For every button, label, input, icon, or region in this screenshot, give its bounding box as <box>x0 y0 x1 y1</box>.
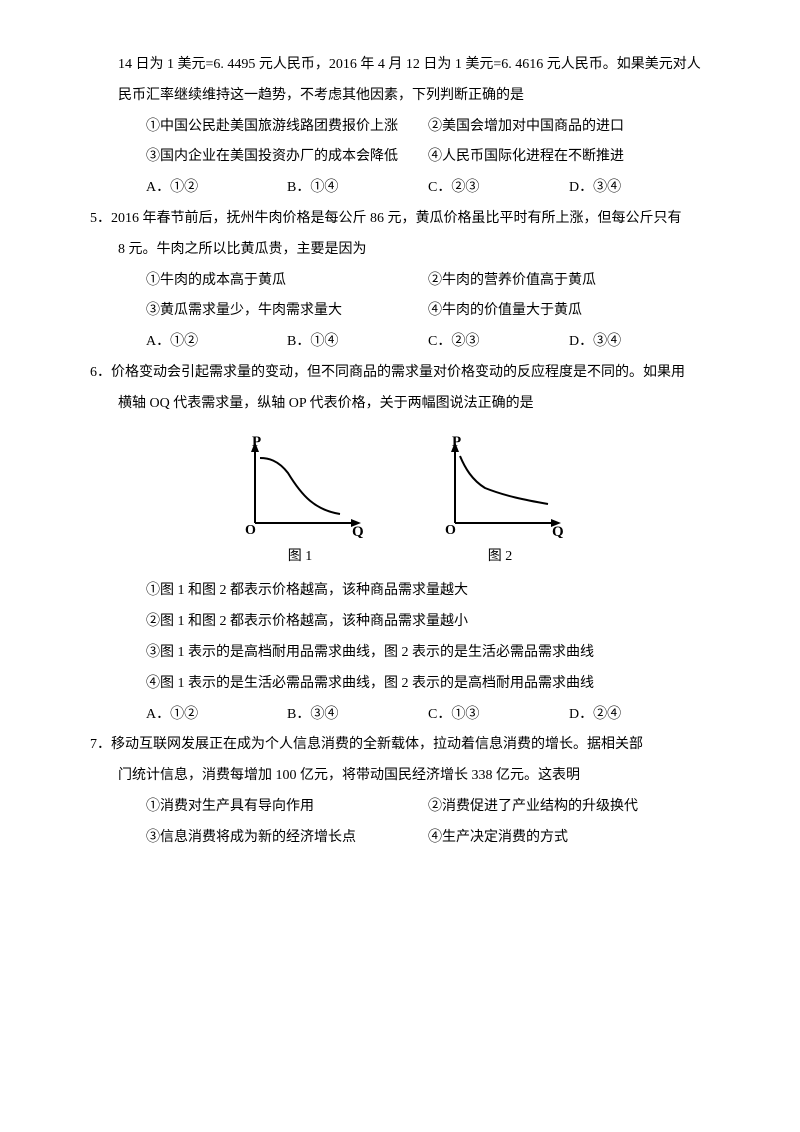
q5-stmt3: ③黄瓜需求量少，牛肉需求量大 <box>146 296 428 327</box>
q4-stmt2: ②美国会增加对中国商品的进口 <box>428 112 710 143</box>
q6-charts: P O Q 图 1 P O Q 图 2 <box>90 428 710 573</box>
chart1-label-o: O <box>245 523 256 538</box>
q6-stmt3: ③图 1 表示的是高档耐用品需求曲线，图 2 表示的是生活必需品需求曲线 <box>90 638 710 669</box>
q6-opt-c: C．①③ <box>428 700 569 731</box>
q7-stmt4: ④生产决定消费的方式 <box>428 823 710 854</box>
q5-opt-b: B．①④ <box>287 327 428 358</box>
q7-line2: 门统计信息，消费每增加 100 亿元，将带动国民经济增长 338 亿元。这表明 <box>90 761 710 792</box>
q5-line2: 8 元。牛肉之所以比黄瓜贵，主要是因为 <box>90 235 710 266</box>
q4-statements-row1: ①中国公民赴美国旅游线路团费报价上涨 ②美国会增加对中国商品的进口 <box>90 112 710 143</box>
q5-statements-row2: ③黄瓜需求量少，牛肉需求量大 ④牛肉的价值量大于黄瓜 <box>90 296 710 327</box>
q7-stmt3: ③信息消费将成为新的经济增长点 <box>146 823 428 854</box>
q6-opt-a: A．①② <box>146 700 287 731</box>
q7-stmt1: ①消费对生产具有导向作用 <box>146 792 428 823</box>
q5-stmt4: ④牛肉的价值量大于黄瓜 <box>428 296 710 327</box>
q4-stmt3: ③国内企业在美国投资办厂的成本会降低 <box>146 142 428 173</box>
q6-opt-d: D．②④ <box>569 700 710 731</box>
q5-opt-c: C．②③ <box>428 327 569 358</box>
q4-line1: 14 日为 1 美元=6. 4495 元人民币，2016 年 4 月 12 日为… <box>90 50 710 81</box>
q6-options: A．①② B．③④ C．①③ D．②④ <box>90 700 710 731</box>
q4-opt-d: D．③④ <box>569 173 710 204</box>
q6-chart2-caption: 图 2 <box>430 542 570 573</box>
q6-chart1-block: P O Q 图 1 <box>230 428 370 573</box>
q5-options: A．①② B．①④ C．②③ D．③④ <box>90 327 710 358</box>
q6-opt-b: B．③④ <box>287 700 428 731</box>
q6-line2: 横轴 OQ 代表需求量，纵轴 OP 代表价格，关于两幅图说法正确的是 <box>90 389 710 420</box>
q4-opt-a: A．①② <box>146 173 287 204</box>
chart1-label-q: Q <box>352 524 364 538</box>
q7-line1: 7．移动互联网发展正在成为个人信息消费的全新载体，拉动着信息消费的增长。据相关部 <box>90 730 710 761</box>
q7-number: 7． <box>90 737 111 752</box>
q7-stmt2: ②消费促进了产业结构的升级换代 <box>428 792 710 823</box>
q6-chart2: P O Q <box>430 428 570 538</box>
q5-text1: 2016 年春节前后，抚州牛肉价格是每公斤 86 元，黄瓜价格虽比平时有所上涨，… <box>111 211 682 226</box>
q7-statements-row2: ③信息消费将成为新的经济增长点 ④生产决定消费的方式 <box>90 823 710 854</box>
q6-stmt4: ④图 1 表示的是生活必需品需求曲线，图 2 表示的是高档耐用品需求曲线 <box>90 669 710 700</box>
q7-text1: 移动互联网发展正在成为个人信息消费的全新载体，拉动着信息消费的增长。据相关部 <box>111 737 643 752</box>
chart2-label-q: Q <box>552 524 564 538</box>
q6-chart2-block: P O Q 图 2 <box>430 428 570 573</box>
q6-line1: 6．价格变动会引起需求量的变动，但不同商品的需求量对价格变动的反应程度是不同的。… <box>90 358 710 389</box>
q6-number: 6． <box>90 365 111 380</box>
q6-stmt1: ①图 1 和图 2 都表示价格越高，该种商品需求量越大 <box>90 576 710 607</box>
q5-line1: 5．2016 年春节前后，抚州牛肉价格是每公斤 86 元，黄瓜价格虽比平时有所上… <box>90 204 710 235</box>
q5-stmt1: ①牛肉的成本高于黄瓜 <box>146 266 428 297</box>
q4-statements-row2: ③国内企业在美国投资办厂的成本会降低 ④人民币国际化进程在不断推进 <box>90 142 710 173</box>
chart2-curve <box>460 456 548 504</box>
q5-statements-row1: ①牛肉的成本高于黄瓜 ②牛肉的营养价值高于黄瓜 <box>90 266 710 297</box>
chart1-curve <box>260 458 340 514</box>
q5-opt-a: A．①② <box>146 327 287 358</box>
q5-stmt2: ②牛肉的营养价值高于黄瓜 <box>428 266 710 297</box>
q4-opt-b: B．①④ <box>287 173 428 204</box>
q5-opt-d: D．③④ <box>569 327 710 358</box>
q5-number: 5． <box>90 211 111 226</box>
q4-stmt1: ①中国公民赴美国旅游线路团费报价上涨 <box>146 112 428 143</box>
q4-stmt4: ④人民币国际化进程在不断推进 <box>428 142 710 173</box>
q4-line2: 民币汇率继续维持这一趋势，不考虑其他因素，下列判断正确的是 <box>90 81 710 112</box>
chart2-label-o: O <box>445 523 456 538</box>
q6-chart1: P O Q <box>230 428 370 538</box>
q4-opt-c: C．②③ <box>428 173 569 204</box>
q7-statements-row1: ①消费对生产具有导向作用 ②消费促进了产业结构的升级换代 <box>90 792 710 823</box>
q6-chart1-caption: 图 1 <box>230 542 370 573</box>
q6-text1: 价格变动会引起需求量的变动，但不同商品的需求量对价格变动的反应程度是不同的。如果… <box>111 365 685 380</box>
q4-options: A．①② B．①④ C．②③ D．③④ <box>90 173 710 204</box>
q6-stmt2: ②图 1 和图 2 都表示价格越高，该种商品需求量越小 <box>90 607 710 638</box>
